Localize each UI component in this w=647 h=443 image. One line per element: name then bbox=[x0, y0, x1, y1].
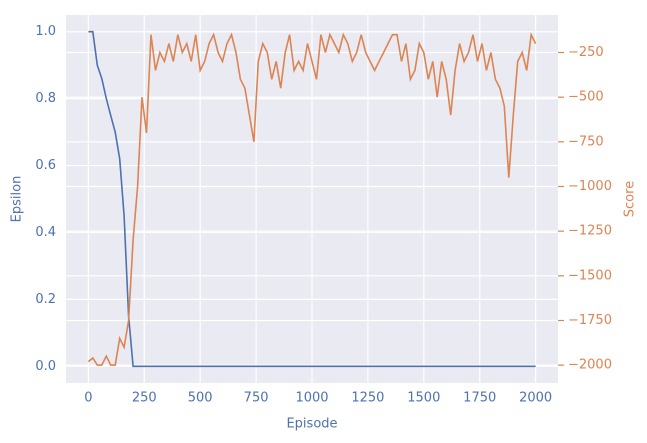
y-tick-label: 0.6 bbox=[35, 158, 56, 173]
y-tick-label: 0.4 bbox=[35, 225, 56, 240]
y2-tick-label: −1000 bbox=[568, 179, 612, 194]
x-tick-label: 750 bbox=[244, 391, 269, 406]
x-tick-label: 500 bbox=[188, 391, 213, 406]
x-tick-label: 1000 bbox=[295, 391, 328, 406]
x-tick-label: 1250 bbox=[351, 391, 384, 406]
y2-tick-label: −1250 bbox=[568, 224, 612, 239]
y2-tick-label: −750 bbox=[568, 134, 604, 149]
x-tick-label: 250 bbox=[132, 391, 157, 406]
y-tick-label: 0.8 bbox=[35, 91, 56, 106]
y-axis-label: Epsilon bbox=[10, 176, 25, 223]
y2-axis-label: Score bbox=[623, 181, 638, 217]
y2-tick-label: −250 bbox=[568, 45, 604, 60]
x-axis-label: Episode bbox=[286, 417, 337, 432]
x-tick-label: 2000 bbox=[519, 391, 552, 406]
x-tick-label: 1750 bbox=[463, 391, 496, 406]
y2-tick-label: −1750 bbox=[568, 313, 612, 328]
series-line bbox=[87, 31, 537, 366]
y-tick-label: 0.2 bbox=[35, 292, 56, 307]
y2-tick-label: −500 bbox=[568, 90, 604, 105]
x-tick-label: 0 bbox=[84, 391, 92, 406]
y2-tick-label: −2000 bbox=[568, 358, 612, 373]
series-line bbox=[88, 30, 536, 368]
x-tick-label: 1500 bbox=[407, 391, 440, 406]
y2-tick-label: −1500 bbox=[568, 268, 612, 283]
y-tick-label: 1.0 bbox=[35, 24, 56, 39]
y-tick-label: 0.0 bbox=[35, 359, 56, 374]
